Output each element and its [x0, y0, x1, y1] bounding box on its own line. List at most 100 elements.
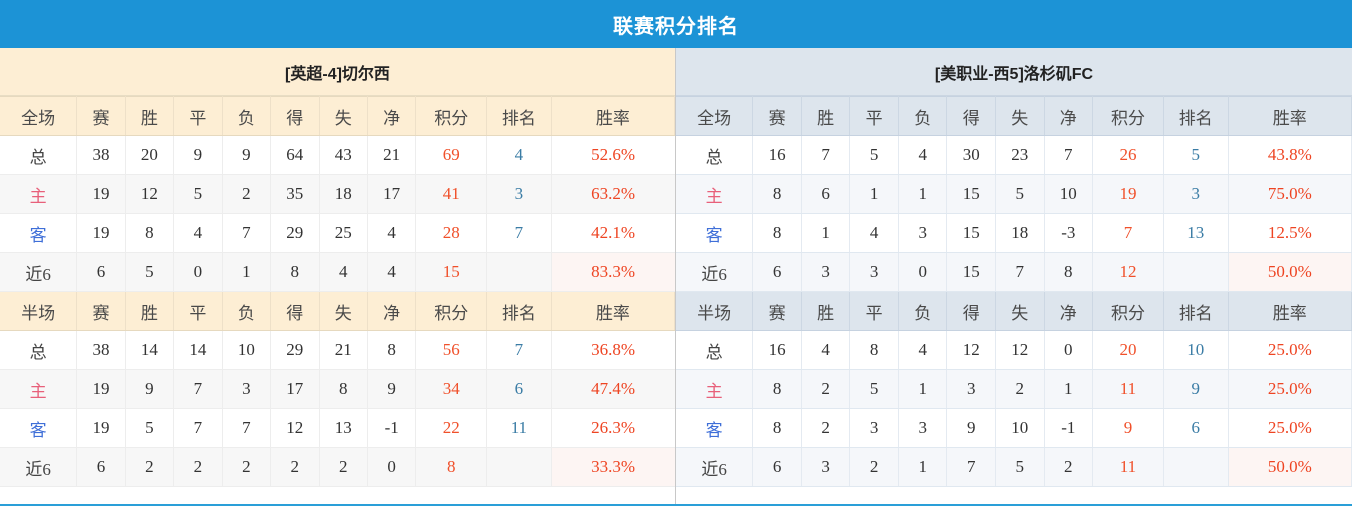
- cell-draw: 4: [173, 213, 223, 253]
- cell-draw: 5: [173, 174, 223, 214]
- cell-played: 8: [752, 213, 802, 253]
- col-goals-for: 得: [946, 96, 996, 136]
- cell-points: 8: [415, 447, 488, 487]
- cell-win-rate: 50.0%: [1228, 447, 1352, 487]
- cell-goals-for: 15: [946, 174, 996, 214]
- table-row: 近6 6 5 0 1 8 4 4 15 83.3%: [0, 252, 675, 292]
- col-played: 赛: [752, 96, 802, 136]
- cell-win-rate: 42.1%: [551, 213, 675, 253]
- col-win-rate: 胜率: [1228, 291, 1352, 331]
- table-row: 主 19 9 7 3 17 8 9 34 6 47.4%: [0, 369, 675, 409]
- cell-loss: 1: [898, 174, 948, 214]
- cell-rank: 4: [486, 135, 552, 175]
- cell-loss: 7: [222, 213, 272, 253]
- row-label: 近6: [0, 447, 78, 487]
- cell-rank: [1163, 252, 1229, 292]
- col-loss: 负: [898, 96, 948, 136]
- page-title: 联赛积分排名: [613, 15, 739, 38]
- table-row: 总 16 4 8 4 12 12 0 20 10 25.0%: [676, 330, 1352, 370]
- col-goals-against: 失: [995, 96, 1045, 136]
- col-goals-against: 失: [319, 96, 368, 136]
- col-loss: 负: [898, 291, 948, 331]
- col-loss: 负: [222, 96, 272, 136]
- cell-win: 9: [125, 369, 175, 409]
- cell-rank: 6: [486, 369, 552, 409]
- col-rank: 排名: [1163, 96, 1229, 136]
- cell-draw: 9: [173, 135, 223, 175]
- team-name-left: [英超-4]切尔西: [285, 65, 390, 83]
- cell-goals-against: 21: [319, 330, 368, 370]
- cell-played: 19: [76, 408, 126, 448]
- cell-played: 8: [752, 408, 802, 448]
- col-points: 积分: [1092, 96, 1164, 136]
- cell-goal-diff: 9: [367, 369, 417, 409]
- table-row: 客 19 5 7 7 12 13 -1 22 11 26.3%: [0, 408, 675, 448]
- cell-win-rate: 75.0%: [1228, 174, 1352, 214]
- col-draw: 平: [173, 291, 223, 331]
- cell-loss: 2: [222, 447, 272, 487]
- section-header-row: 半场 赛 胜 平 负 得 失 净 积分 排名 胜率: [0, 291, 676, 331]
- table-row: 主 19 12 5 2 35 18 17 41 3 63.2%: [0, 174, 675, 214]
- cell-win: 20: [125, 135, 175, 175]
- cell-win-rate: 26.3%: [551, 408, 675, 448]
- col-scope: 半场: [0, 291, 78, 331]
- cell-goals-for: 17: [270, 369, 320, 409]
- cell-goals-against: 18: [319, 174, 368, 214]
- table-row: 客 19 8 4 7 29 25 4 28 7 42.1%: [0, 213, 675, 253]
- cell-goal-diff: 0: [1044, 330, 1094, 370]
- cell-draw: 5: [849, 369, 899, 409]
- col-win-rate: 胜率: [551, 291, 676, 331]
- cell-draw: 7: [173, 369, 223, 409]
- cell-win-rate: 12.5%: [1228, 213, 1352, 253]
- table-row: 总 38 20 9 9 64 43 21 69 4 52.6%: [0, 135, 675, 175]
- cell-rank: [486, 252, 552, 292]
- cell-goals-against: 2: [995, 369, 1045, 409]
- cell-played: 8: [752, 174, 802, 214]
- stats-table-right: 全场 赛 胜 平 负 得 失 净 积分 排名 胜率 总 16: [676, 96, 1352, 487]
- cell-loss: 1: [898, 447, 948, 487]
- cell-goal-diff: 8: [1044, 252, 1094, 292]
- cell-rank: [486, 447, 552, 487]
- cell-goals-against: 4: [319, 252, 368, 292]
- cell-goal-diff: 10: [1044, 174, 1094, 214]
- cell-win-rate: 36.8%: [551, 330, 675, 370]
- cell-played: 6: [76, 447, 126, 487]
- col-goals-for: 得: [946, 291, 996, 331]
- cell-played: 38: [76, 135, 126, 175]
- cell-points: 12: [1092, 252, 1164, 292]
- cell-loss: 2: [222, 174, 272, 214]
- table-row: 主 8 2 5 1 3 2 1 11 9 25.0%: [676, 369, 1352, 409]
- table-row: 近6 6 3 2 1 7 5 2 11 50.0%: [676, 447, 1352, 487]
- table-row: 近6 6 3 3 0 15 7 8 12 50.0%: [676, 252, 1352, 292]
- col-scope: 全场: [676, 96, 754, 136]
- cell-draw: 3: [849, 408, 899, 448]
- cell-goals-against: 12: [995, 330, 1045, 370]
- cell-win: 8: [125, 213, 175, 253]
- cell-points: 69: [415, 135, 488, 175]
- col-win: 胜: [801, 291, 851, 331]
- cell-rank: 13: [1163, 213, 1229, 253]
- cell-draw: 0: [173, 252, 223, 292]
- col-scope: 半场: [676, 291, 754, 331]
- cell-win: 12: [125, 174, 175, 214]
- col-draw: 平: [849, 96, 899, 136]
- col-goal-diff: 净: [1044, 96, 1094, 136]
- cell-played: 19: [76, 174, 126, 214]
- cell-loss: 3: [898, 213, 948, 253]
- cell-played: 8: [752, 369, 802, 409]
- cell-win: 2: [801, 408, 851, 448]
- cell-win: 3: [801, 447, 851, 487]
- section-header-row: 全场 赛 胜 平 负 得 失 净 积分 排名 胜率: [0, 96, 676, 136]
- table-row: 客 8 1 4 3 15 18 -3 7 13 12.5%: [676, 213, 1352, 253]
- cell-goals-for: 15: [946, 213, 996, 253]
- cell-goals-against: 8: [319, 369, 368, 409]
- cell-goal-diff: -3: [1044, 213, 1094, 253]
- cell-rank: 3: [1163, 174, 1229, 214]
- col-win-rate: 胜率: [1228, 96, 1352, 136]
- cell-points: 11: [1092, 447, 1164, 487]
- row-label: 客: [0, 408, 78, 448]
- cell-win-rate: 47.4%: [551, 369, 675, 409]
- col-played: 赛: [76, 96, 126, 136]
- cell-win-rate: 25.0%: [1228, 408, 1352, 448]
- cell-goals-for: 30: [946, 135, 996, 175]
